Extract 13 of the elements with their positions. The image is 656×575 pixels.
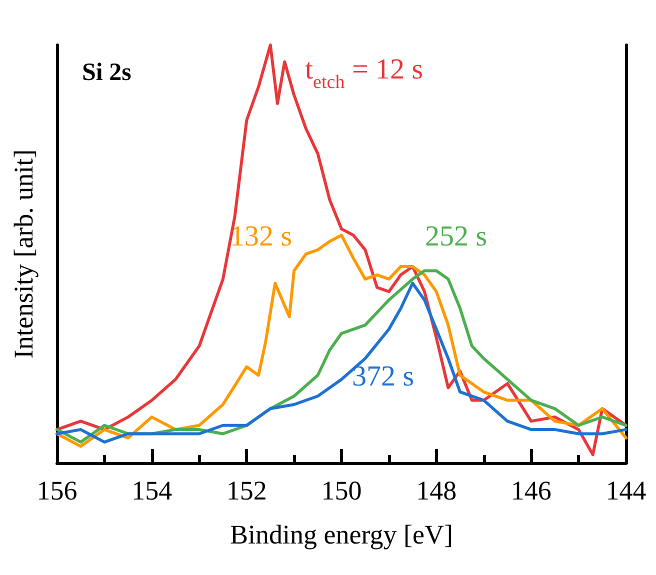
- series-label: 252 s: [425, 220, 488, 252]
- x-tick-label: 144: [606, 476, 647, 506]
- x-axis-title: Binding energy [eV]: [230, 520, 453, 550]
- series-label: 132 s: [230, 220, 292, 252]
- annotation: Si 2s: [82, 59, 132, 86]
- x-tick-label: 150: [321, 476, 362, 506]
- x-tick-label: 154: [132, 476, 173, 506]
- x-tick-label: 152: [226, 476, 267, 506]
- x-tick-label: 146: [510, 476, 552, 506]
- x-tick-label: 148: [416, 476, 457, 506]
- series-label: 372 s: [352, 360, 414, 392]
- x-tick-label: 156: [36, 476, 78, 506]
- y-axis-title: Intensity [arb. unit]: [8, 149, 38, 359]
